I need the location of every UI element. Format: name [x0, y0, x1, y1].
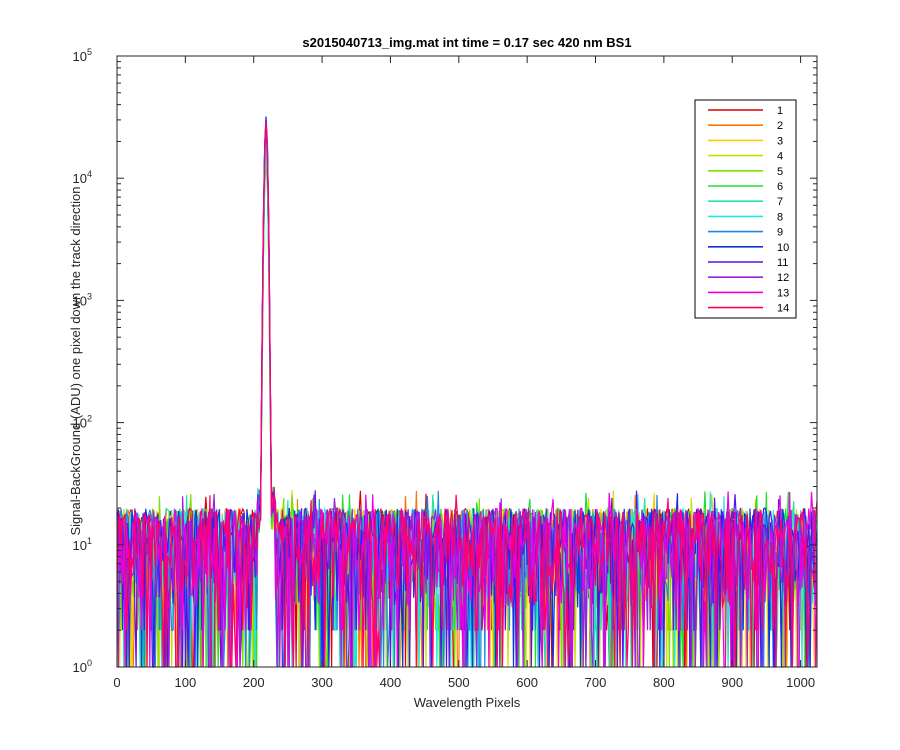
x-tick-label: 800 [653, 675, 675, 690]
x-axis-label: Wavelength Pixels [414, 695, 521, 710]
legend-box [694, 99, 797, 319]
legend-label-6: 6 [777, 181, 783, 193]
y-axis-label: Signal-BackGround (ADU) one pixel down t… [68, 186, 83, 535]
x-tick-label: 1000 [786, 675, 815, 690]
legend-label-12: 12 [777, 272, 789, 284]
plot-border [116, 55, 818, 668]
legend-label-9: 9 [777, 227, 783, 239]
y-tick-label: 103 [73, 291, 92, 308]
x-tick-label: 600 [516, 675, 538, 690]
y-tick-label: 102 [73, 414, 92, 431]
legend-label-14: 14 [777, 303, 789, 315]
legend-label-4: 4 [777, 151, 783, 163]
legend-label-13: 13 [777, 287, 789, 299]
series-line-14 [116, 121, 818, 668]
y-tick-label: 104 [73, 169, 92, 186]
x-tick-label: 300 [311, 675, 333, 690]
x-tick-label: 700 [585, 675, 607, 690]
legend-label-1: 1 [777, 105, 783, 117]
x-tick-label: 0 [113, 675, 120, 690]
legend-label-8: 8 [777, 211, 783, 223]
legend-label-11: 11 [777, 257, 788, 269]
y-tick-label: 100 [73, 658, 92, 675]
y-tick-label: 101 [73, 536, 92, 553]
legend-label-3: 3 [777, 135, 783, 147]
legend-label-7: 7 [777, 196, 783, 208]
x-tick-label: 900 [721, 675, 743, 690]
x-tick-label: 500 [448, 675, 470, 690]
legend-label-5: 5 [777, 166, 783, 178]
x-tick-label: 200 [243, 675, 265, 690]
x-tick-label: 400 [380, 675, 402, 690]
legend-label-2: 2 [777, 120, 783, 132]
x-tick-label: 100 [175, 675, 197, 690]
chart-title: s2015040713_img.mat int time = 0.17 sec … [302, 35, 631, 50]
y-tick-label: 105 [73, 47, 92, 64]
legend-label-10: 10 [777, 242, 789, 254]
x-axis: 0 100 200 300 400 500 600 700 800 900 1000 [113, 56, 815, 690]
